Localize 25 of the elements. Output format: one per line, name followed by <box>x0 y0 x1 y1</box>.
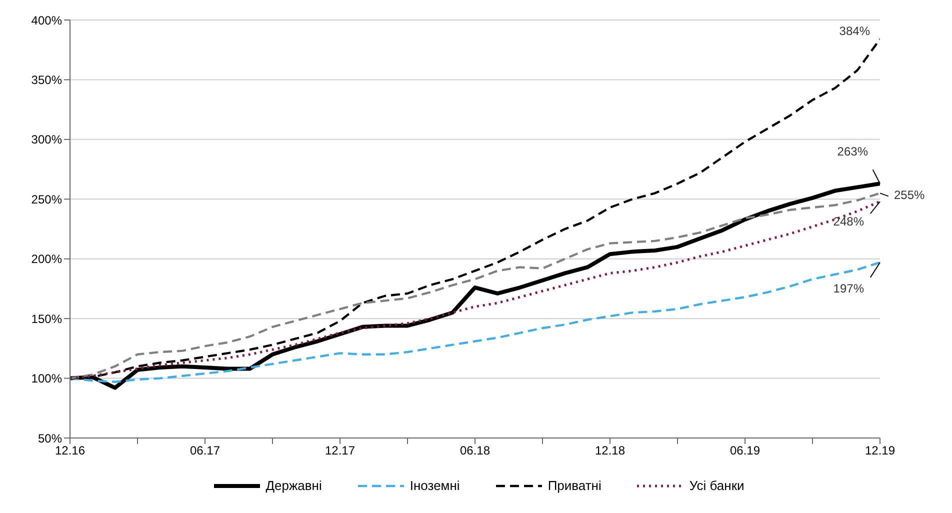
y-tick-label: 200% <box>31 252 62 266</box>
x-tick-label: 06.17 <box>190 444 220 458</box>
annotation: 384% <box>839 24 870 38</box>
x-tick-label: 12.19 <box>864 444 896 458</box>
annotation: 197% <box>833 281 864 296</box>
y-tick-label: 350% <box>31 72 62 87</box>
annotation: 255% <box>894 188 926 202</box>
y-tick-label: 400% <box>31 13 62 28</box>
legend-label: Приватні <box>548 478 602 493</box>
x-tick-label: 06.19 <box>730 444 760 458</box>
legend-label: Державні <box>266 478 322 493</box>
legend-label: Усі банки <box>689 478 744 493</box>
y-tick-label: 300% <box>31 132 62 147</box>
y-tick-label: 250% <box>31 192 62 206</box>
y-tick-label: 50% <box>38 431 62 446</box>
line-series <box>70 261 880 383</box>
y-tick-label: 100% <box>31 372 62 386</box>
x-tick-label: 06.18 <box>460 444 490 458</box>
x-tick-label: 12.18 <box>594 444 626 458</box>
y-tick-label: 150% <box>31 312 62 326</box>
annotation: 263% <box>837 144 868 159</box>
legend-label: Іноземні <box>410 478 460 493</box>
x-tick-label: 12.16 <box>54 444 86 458</box>
x-tick-label: 12.17 <box>324 444 356 458</box>
annotation: 248% <box>833 214 864 229</box>
